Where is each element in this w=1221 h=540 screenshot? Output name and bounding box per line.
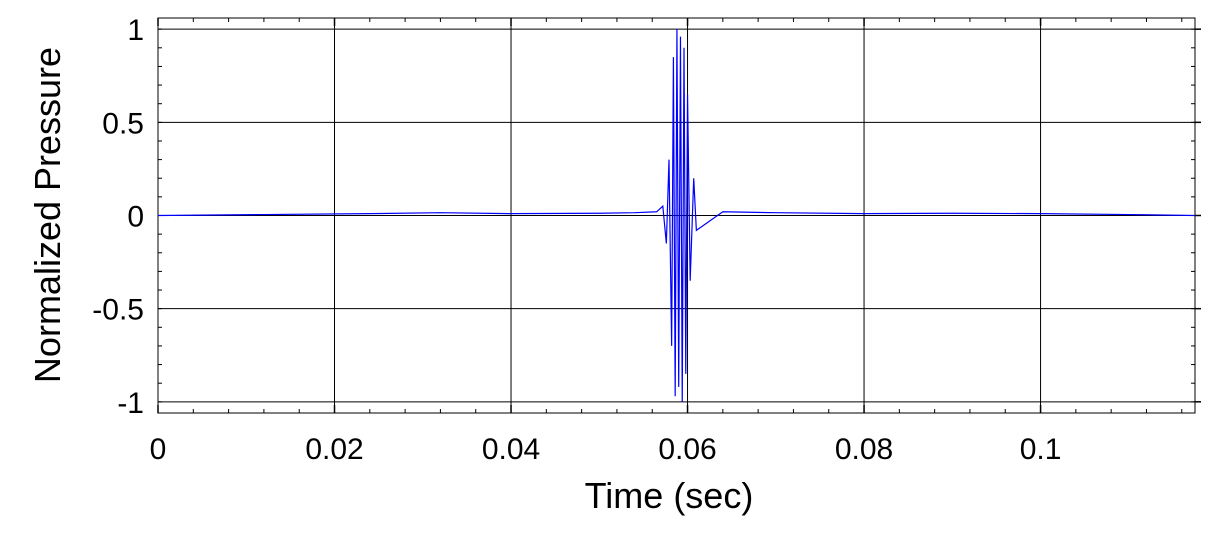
x-tick-label: 0.1: [1020, 433, 1062, 466]
y-axis-ticks: 1 0.5 0 -0.5 -1: [92, 14, 1201, 420]
y-tick-label: 1: [127, 14, 144, 47]
y-tick-label: 0.5: [102, 107, 144, 140]
y-tick-label: -1: [117, 387, 144, 420]
x-tick-label: 0.04: [482, 433, 540, 466]
y-tick-label: -0.5: [92, 294, 144, 327]
x-axis-label: Time (sec): [585, 475, 754, 516]
pressure-series-line: [157, 29, 1196, 402]
y-axis-label: Normalized Pressure: [27, 47, 68, 383]
y-tick-label: 0: [127, 201, 144, 234]
x-tick-label: 0.08: [835, 433, 893, 466]
x-axis-ticks: 0 0.02 0.04 0.06 0.08 0.1: [150, 18, 1062, 466]
x-tick-label: 0: [150, 433, 167, 466]
x-tick-label: 0.06: [658, 433, 716, 466]
x-tick-label: 0.02: [305, 433, 363, 466]
